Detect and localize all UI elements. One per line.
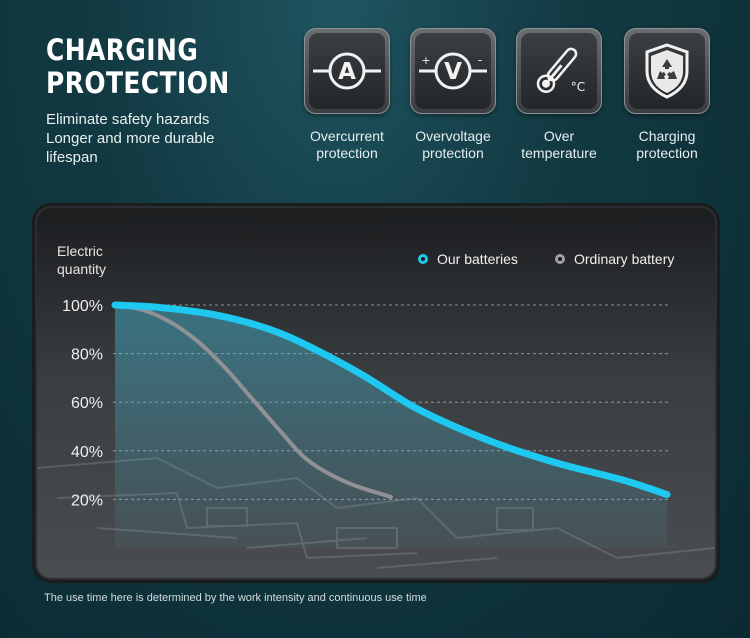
chart-panel: 100% 80% 60% 40% 20% Electric quantity Our b…	[37, 208, 715, 578]
y-tick-label: 40%	[71, 444, 103, 461]
legend-item-ordinary-battery: Ordinary battery	[555, 251, 674, 267]
feature-overvoltage: V + - Overvoltage protection	[398, 28, 508, 162]
feature-label-line2: temperature	[521, 145, 597, 161]
battery-discharge-chart: 100% 80% 60% 40% 20%	[37, 298, 715, 569]
subtitle-line-3: lifespan	[46, 149, 98, 166]
recycle-shield-icon	[645, 43, 689, 99]
feature-label-line2: protection	[422, 145, 484, 161]
legend-marker-ordinary	[555, 254, 565, 264]
legend-item-our-batteries: Our batteries	[418, 251, 518, 267]
footnote: The use time here is determined by the w…	[44, 592, 427, 604]
subtitle-line-2: Longer and more durable	[46, 130, 215, 147]
feature-icon-frame	[624, 28, 710, 114]
svg-text:°C: °C	[571, 80, 585, 94]
y-axis-title-line1: Electric	[57, 243, 103, 259]
feature-over-temperature: °C Over temperature	[504, 28, 614, 162]
title-line-2: PROTECTION	[46, 66, 230, 100]
subtitle: Eliminate safety hazards Longer and more…	[46, 110, 214, 167]
feature-label-line1: Charging	[638, 128, 696, 144]
title-line-1: CHARGING	[46, 33, 199, 67]
feature-overcurrent: A Overcurrent protection	[292, 28, 402, 162]
our-batteries-area	[115, 305, 667, 548]
page-title: CHARGING PROTECTION	[46, 34, 230, 100]
voltmeter-icon: V + -	[419, 52, 487, 90]
feature-icon-frame: °C	[516, 28, 602, 114]
ordinary-battery-line	[113, 303, 393, 499]
legend-label-our: Our batteries	[437, 251, 518, 267]
svg-text:A: A	[338, 59, 356, 85]
feature-label-line1: Overvoltage	[415, 128, 491, 144]
feature-charging-protection: Charging protection	[612, 28, 722, 162]
feature-label-line2: protection	[636, 145, 698, 161]
our-batteries-line	[111, 301, 671, 499]
feature-icon-frame: A	[304, 28, 390, 114]
y-axis-title: Electric quantity	[57, 242, 106, 278]
svg-text:-: -	[478, 53, 482, 67]
y-tick-label: 60%	[71, 395, 103, 412]
svg-text:+: +	[421, 54, 430, 67]
thermometer-icon: °C	[536, 47, 585, 94]
feature-label-line2: protection	[316, 145, 378, 161]
feature-icon-frame: V + -	[410, 28, 496, 114]
y-tick-label: 20%	[71, 492, 103, 509]
y-tick-label: 80%	[71, 347, 103, 364]
feature-label-line1: Over	[543, 128, 575, 144]
y-axis-title-line2: quantity	[57, 261, 107, 277]
subtitle-line-1: Eliminate safety hazards	[46, 111, 210, 128]
legend-marker-our	[418, 254, 428, 264]
y-tick-label: 100%	[62, 298, 103, 315]
legend-label-ordinary: Ordinary battery	[574, 251, 675, 267]
feature-label-line1: Overcurrent	[310, 128, 384, 144]
svg-text:V: V	[444, 59, 462, 85]
ammeter-icon: A	[313, 52, 381, 90]
